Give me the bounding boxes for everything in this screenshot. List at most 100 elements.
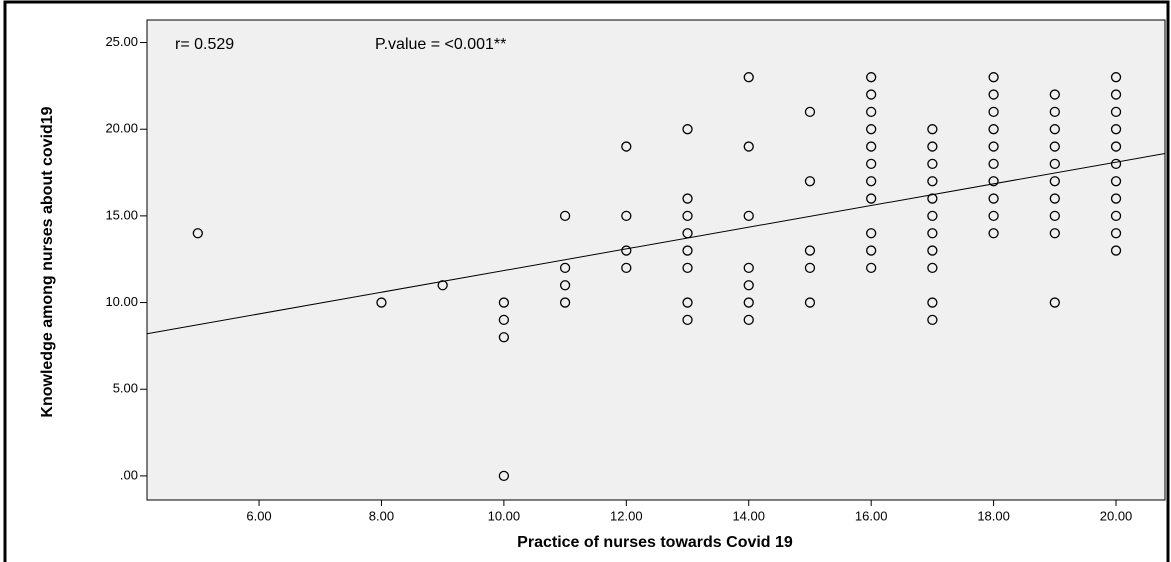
point bbox=[927, 245, 938, 256]
point bbox=[988, 158, 999, 170]
point bbox=[559, 297, 571, 308]
point bbox=[1049, 176, 1060, 187]
point bbox=[682, 314, 693, 326]
point bbox=[682, 228, 693, 239]
point bbox=[866, 72, 877, 83]
point bbox=[1110, 210, 1122, 222]
point bbox=[1110, 158, 1122, 170]
y-tick-label: 25.00 bbox=[105, 34, 138, 49]
point bbox=[988, 72, 999, 83]
y-axis-title: Knowledge among nurses about covid19 bbox=[39, 106, 56, 417]
point bbox=[1049, 89, 1060, 100]
y-tick-label: 5.00 bbox=[113, 381, 138, 396]
point bbox=[1049, 193, 1060, 204]
point bbox=[927, 262, 938, 274]
point bbox=[988, 193, 999, 204]
point bbox=[927, 176, 938, 187]
point bbox=[682, 193, 693, 204]
point bbox=[743, 141, 754, 152]
point bbox=[621, 141, 632, 152]
point bbox=[621, 245, 632, 256]
point bbox=[1049, 141, 1060, 152]
annotation: r= 0.529 bbox=[175, 36, 234, 53]
point bbox=[866, 245, 877, 256]
point bbox=[559, 280, 571, 291]
point bbox=[866, 228, 877, 239]
point bbox=[682, 124, 693, 135]
point bbox=[1110, 228, 1122, 239]
point bbox=[866, 176, 877, 187]
point bbox=[192, 228, 203, 239]
point bbox=[743, 262, 754, 274]
x-tick-label: 18.00 bbox=[977, 508, 1010, 523]
point bbox=[743, 314, 754, 326]
point bbox=[1049, 228, 1060, 239]
point bbox=[1110, 176, 1122, 187]
point bbox=[927, 314, 938, 326]
point bbox=[927, 193, 938, 204]
point bbox=[1049, 158, 1060, 170]
point bbox=[1049, 124, 1060, 135]
point bbox=[1110, 245, 1122, 256]
point bbox=[866, 262, 877, 274]
x-tick-label: 16.00 bbox=[855, 508, 888, 523]
point bbox=[498, 470, 510, 482]
x-tick-label: 6.00 bbox=[246, 508, 271, 523]
plot-area bbox=[146, 19, 1166, 501]
point bbox=[498, 297, 510, 308]
y-tick-label: 20.00 bbox=[105, 121, 138, 136]
point bbox=[866, 193, 877, 204]
point bbox=[498, 332, 510, 343]
point bbox=[1110, 193, 1122, 204]
point bbox=[1110, 72, 1122, 83]
point bbox=[804, 106, 816, 118]
point bbox=[559, 262, 571, 274]
point bbox=[682, 297, 693, 308]
annotation: P.value = <0.001** bbox=[375, 36, 506, 53]
point bbox=[804, 297, 816, 308]
point bbox=[743, 297, 754, 308]
point bbox=[988, 89, 999, 100]
frame bbox=[3, 0, 1170, 562]
point bbox=[804, 262, 816, 274]
point bbox=[866, 141, 877, 152]
y-tick-label: .00 bbox=[120, 467, 138, 482]
point bbox=[988, 124, 999, 135]
point bbox=[927, 141, 938, 152]
point bbox=[1049, 297, 1060, 308]
x-axis-title: Practice of nurses towards Covid 19 bbox=[517, 534, 793, 551]
point bbox=[988, 210, 999, 222]
point bbox=[927, 228, 938, 239]
point bbox=[866, 106, 877, 118]
point bbox=[804, 245, 816, 256]
point bbox=[1110, 124, 1122, 135]
point bbox=[1110, 89, 1122, 100]
point bbox=[1049, 106, 1060, 118]
point bbox=[682, 210, 693, 222]
point bbox=[743, 210, 754, 222]
point bbox=[927, 297, 938, 308]
point bbox=[927, 210, 938, 222]
point bbox=[621, 210, 632, 222]
x-tick-label: 10.00 bbox=[488, 508, 521, 523]
point bbox=[866, 89, 877, 100]
point bbox=[743, 72, 754, 83]
point bbox=[866, 158, 877, 170]
point bbox=[866, 124, 877, 135]
point bbox=[559, 210, 571, 222]
point bbox=[498, 314, 510, 326]
point bbox=[927, 124, 938, 135]
x-tick-label: 14.00 bbox=[732, 508, 765, 523]
point bbox=[988, 176, 999, 187]
fit-line bbox=[146, 152, 1166, 335]
x-tick-label: 20.00 bbox=[1100, 508, 1133, 523]
point bbox=[376, 297, 387, 308]
point bbox=[927, 158, 938, 170]
point bbox=[1110, 141, 1122, 152]
point bbox=[682, 262, 693, 274]
point bbox=[743, 280, 754, 291]
point bbox=[804, 176, 816, 187]
point bbox=[988, 106, 999, 118]
point bbox=[682, 245, 693, 256]
